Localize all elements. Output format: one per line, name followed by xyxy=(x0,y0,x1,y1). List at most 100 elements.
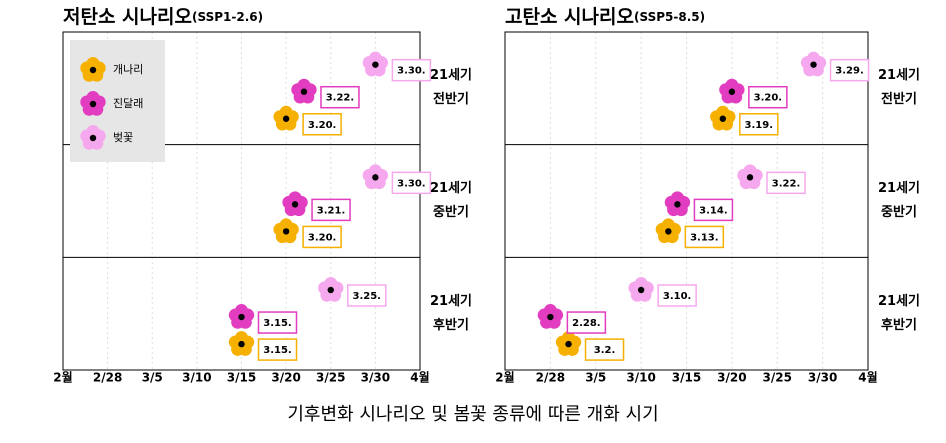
flower-center xyxy=(238,340,245,348)
x-tick-label: 3/15 xyxy=(672,371,701,385)
value-label-box xyxy=(391,171,432,195)
flower-marker xyxy=(362,164,389,190)
x-tick-label: 3/25 xyxy=(316,371,345,385)
flower-marker xyxy=(273,105,299,131)
x-tick-label: 3/10 xyxy=(626,371,655,385)
y-category-label: 21세기 후반기 xyxy=(877,293,920,333)
flower-marker xyxy=(628,277,654,302)
x-tick-label: 4월 xyxy=(858,370,877,385)
x-tick-label: 2월 xyxy=(495,370,514,385)
chart-title: 고탄소 시나리오(SSP5-8.5) xyxy=(505,6,705,28)
value-label-box xyxy=(257,338,298,361)
x-tick-label: 4월 xyxy=(410,370,429,385)
chart-title: 저탄소 시나리오(SSP1-2.6) xyxy=(63,6,263,28)
x-tick-label: 3/20 xyxy=(271,371,300,385)
y-category-label: 21세기 중반기 xyxy=(877,181,920,220)
value-label: 3.29. xyxy=(835,66,863,77)
flower-center xyxy=(300,88,308,95)
flower-center xyxy=(327,286,334,294)
value-label-box xyxy=(302,113,342,136)
flower-center xyxy=(719,115,726,122)
plot-frame xyxy=(62,31,421,371)
value-label-box xyxy=(566,311,607,334)
value-label-box xyxy=(693,198,734,222)
value-label: 3.30. xyxy=(397,66,425,77)
x-tick-label: 3/10 xyxy=(182,371,211,385)
value-label-box xyxy=(739,113,779,136)
value-label: 3.20. xyxy=(308,232,336,243)
flower-marker xyxy=(710,105,736,131)
flower-marker xyxy=(228,331,255,356)
flower-center xyxy=(89,100,97,108)
value-label-box xyxy=(257,311,298,334)
flower-marker xyxy=(800,51,827,77)
flower-center xyxy=(291,201,299,208)
flower-center xyxy=(746,174,754,181)
flower-center xyxy=(810,61,817,68)
flower-center xyxy=(282,228,290,235)
value-label: 3.21. xyxy=(317,205,345,216)
value-label: 3.20. xyxy=(308,120,336,131)
value-label-box xyxy=(347,284,387,307)
x-tick-label: 3/20 xyxy=(717,371,746,385)
value-label: 2.28. xyxy=(572,318,600,329)
flower-center xyxy=(665,228,672,235)
flower-marker xyxy=(719,78,745,104)
value-label-box xyxy=(766,171,806,195)
value-label: 3.14. xyxy=(699,205,727,216)
subtitle: (SSP5-8.5) xyxy=(634,10,705,24)
value-label-box xyxy=(584,338,625,361)
flower-center xyxy=(728,88,736,95)
flower-marker xyxy=(291,78,317,104)
flower-marker xyxy=(273,218,299,244)
value-label-box xyxy=(302,225,342,249)
value-label-box xyxy=(320,85,360,109)
legend-icon xyxy=(80,57,106,82)
flower-marker xyxy=(537,304,564,329)
value-label: 3.22. xyxy=(772,178,800,189)
x-tick-label: 3/5 xyxy=(142,371,163,385)
flower-center xyxy=(565,340,572,348)
flower-center xyxy=(89,134,97,142)
value-label: 3.15. xyxy=(263,345,291,356)
subtitle: (SSP1-2.6) xyxy=(192,10,263,24)
value-label: 3.13. xyxy=(690,232,718,243)
title-text: 저탄소 시나리오 xyxy=(63,6,192,28)
flower-center xyxy=(238,313,245,321)
value-label-box xyxy=(657,284,697,307)
value-label: 3.19. xyxy=(745,120,773,131)
x-tick-label: 3/5 xyxy=(585,371,606,385)
flower-marker xyxy=(282,191,308,217)
legend-icon xyxy=(80,91,106,116)
caption: 기후변화 시나리오 및 봄꽃 종류에 따른 개화 시기 xyxy=(287,404,659,425)
legend-icon xyxy=(80,125,106,150)
value-label: 3.15. xyxy=(263,318,291,329)
flower-center xyxy=(282,115,290,122)
x-tick-label: 3/30 xyxy=(808,371,837,385)
flower-center xyxy=(674,201,681,208)
value-label: 3.10. xyxy=(663,291,691,302)
flower-center xyxy=(372,61,379,68)
flower-center xyxy=(372,174,379,181)
x-tick-label: 3/25 xyxy=(763,371,792,385)
y-category-label: 21세기 전반기 xyxy=(877,68,920,108)
value-label-box xyxy=(391,58,432,82)
flower-center xyxy=(637,286,645,294)
y-category-label: 21세기 후반기 xyxy=(429,293,472,333)
legend-label: 벚꽃 xyxy=(113,131,133,144)
flower-marker xyxy=(555,331,582,356)
flower-marker xyxy=(737,164,763,190)
value-label: 3.2. xyxy=(594,345,616,356)
legend-label: 개나리 xyxy=(113,63,143,76)
value-label: 3.25. xyxy=(353,291,381,302)
plot-frame xyxy=(504,31,869,371)
value-label: 3.20. xyxy=(754,93,782,104)
flower-marker xyxy=(664,191,691,217)
y-category-label: 21세기 전반기 xyxy=(429,68,472,108)
value-label: 3.30. xyxy=(397,178,425,189)
flower-center xyxy=(547,313,554,321)
value-label-box xyxy=(748,85,788,109)
flower-marker xyxy=(228,304,255,329)
